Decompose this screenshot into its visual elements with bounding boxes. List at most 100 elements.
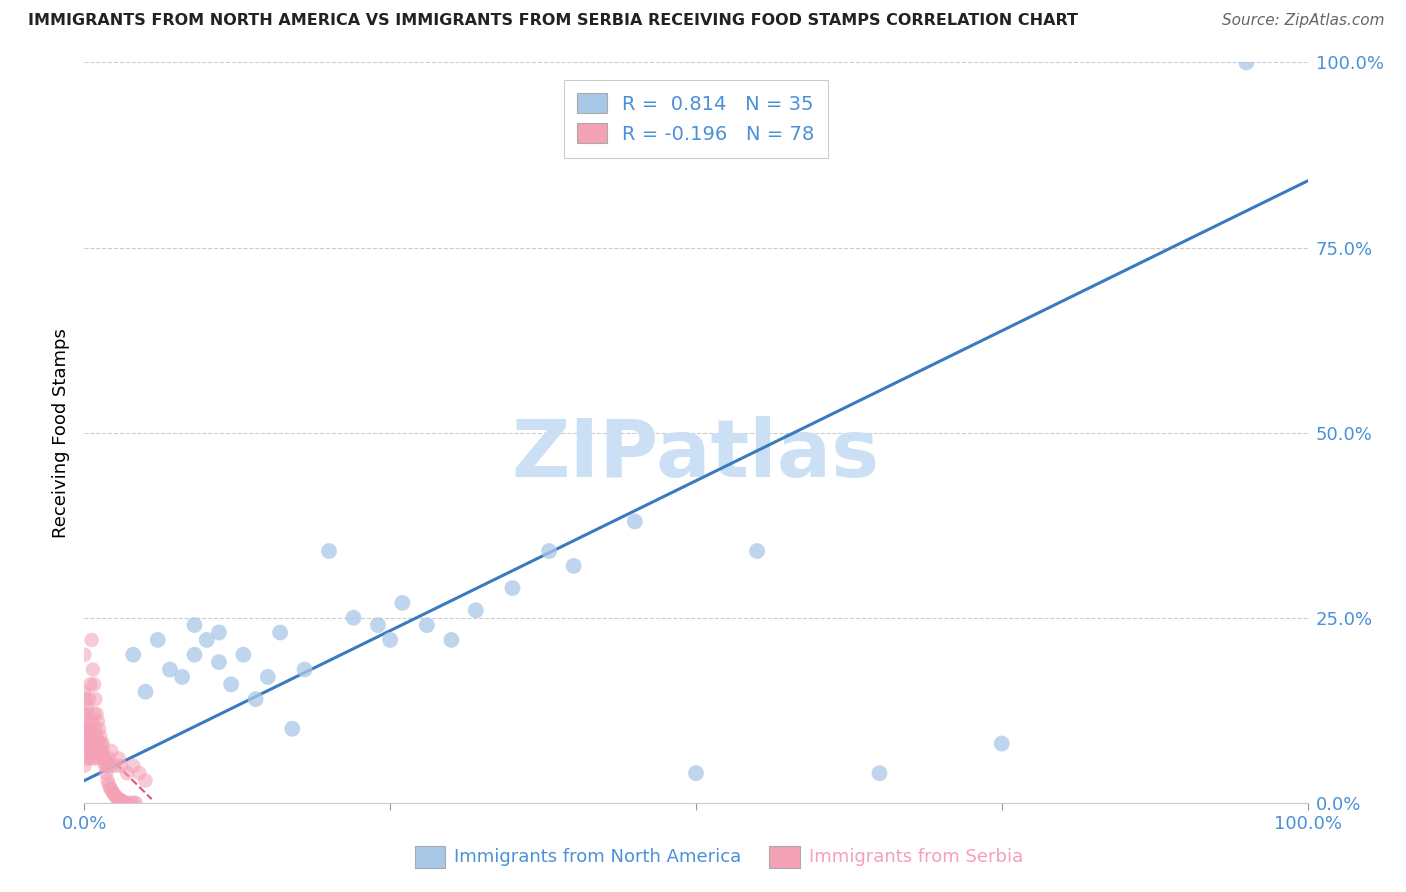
Point [416, 618, 439, 632]
Point [111, 794, 134, 808]
Point [82, 663, 104, 677]
Point [195, 632, 218, 647]
Point [83, 706, 105, 721]
Point [79, 677, 101, 691]
Point [122, 796, 145, 810]
Point [90, 744, 112, 758]
Point [100, 744, 122, 758]
Point [75, 751, 97, 765]
Point [367, 618, 389, 632]
Point [294, 663, 316, 677]
Point [73, 706, 96, 721]
Point [97, 758, 120, 772]
Point [869, 766, 891, 780]
Point [219, 677, 242, 691]
Point [108, 793, 131, 807]
Point [73, 758, 96, 772]
Point [80, 714, 103, 729]
Point [87, 744, 110, 758]
Text: ZIPatlas: ZIPatlas [512, 416, 880, 494]
Point [89, 751, 111, 765]
Point [146, 632, 169, 647]
Point [159, 663, 181, 677]
Text: Immigrants from Serbia: Immigrants from Serbia [808, 848, 1022, 866]
Point [105, 789, 128, 804]
Point [86, 729, 108, 743]
Point [120, 796, 142, 810]
Point [391, 596, 413, 610]
Point [991, 737, 1014, 751]
Point [75, 729, 97, 743]
FancyBboxPatch shape [769, 846, 800, 868]
Legend: R =  0.814   N = 35, R = -0.196   N = 78: R = 0.814 N = 35, R = -0.196 N = 78 [564, 79, 828, 158]
Point [135, 773, 157, 788]
Point [82, 729, 104, 743]
Point [318, 544, 340, 558]
Point [208, 625, 231, 640]
Point [77, 729, 100, 743]
Point [105, 791, 128, 805]
Point [245, 692, 267, 706]
Point [135, 685, 157, 699]
Point [77, 706, 100, 721]
Point [380, 632, 402, 647]
Point [80, 632, 103, 647]
Text: IMMIGRANTS FROM NORTH AMERICA VS IMMIGRANTS FROM SERBIA RECEIVING FOOD STAMPS CO: IMMIGRANTS FROM NORTH AMERICA VS IMMIGRA… [28, 13, 1078, 29]
Point [440, 632, 463, 647]
Point [107, 751, 129, 765]
Point [747, 544, 769, 558]
Point [93, 751, 115, 765]
Point [91, 744, 114, 758]
Point [73, 685, 96, 699]
Point [269, 625, 291, 640]
Point [101, 785, 124, 799]
Point [112, 795, 135, 809]
Point [103, 787, 125, 801]
Point [122, 648, 145, 662]
Point [76, 722, 98, 736]
Point [79, 744, 101, 758]
Point [624, 515, 647, 529]
Point [208, 655, 231, 669]
Point [172, 670, 194, 684]
Point [104, 789, 127, 803]
Point [183, 618, 205, 632]
Point [122, 758, 145, 772]
Point [83, 744, 105, 758]
Y-axis label: Receiving Food Stamps: Receiving Food Stamps [52, 327, 70, 538]
Point [87, 722, 110, 736]
Point [75, 714, 97, 729]
Point [97, 751, 120, 765]
Point [98, 780, 121, 795]
Point [90, 737, 112, 751]
Point [104, 758, 127, 772]
Point [76, 744, 98, 758]
Point [97, 777, 120, 791]
Point [84, 737, 107, 751]
Point [87, 737, 110, 751]
Point [96, 758, 118, 772]
Text: Immigrants from North America: Immigrants from North America [454, 848, 741, 866]
Point [562, 558, 585, 573]
Point [96, 766, 118, 780]
Point [281, 722, 304, 736]
Point [84, 722, 107, 736]
Point [685, 766, 707, 780]
FancyBboxPatch shape [415, 846, 446, 868]
Point [80, 737, 103, 751]
Point [77, 737, 100, 751]
Point [100, 782, 122, 797]
Point [83, 677, 105, 691]
Point [538, 544, 561, 558]
Point [93, 751, 115, 765]
Point [232, 648, 254, 662]
Point [76, 699, 98, 714]
Point [115, 766, 138, 780]
Point [183, 648, 205, 662]
Point [73, 737, 96, 751]
Point [342, 610, 364, 624]
Point [110, 758, 132, 772]
Text: Source: ZipAtlas.com: Source: ZipAtlas.com [1222, 13, 1385, 29]
Point [82, 751, 104, 765]
Point [73, 722, 96, 736]
